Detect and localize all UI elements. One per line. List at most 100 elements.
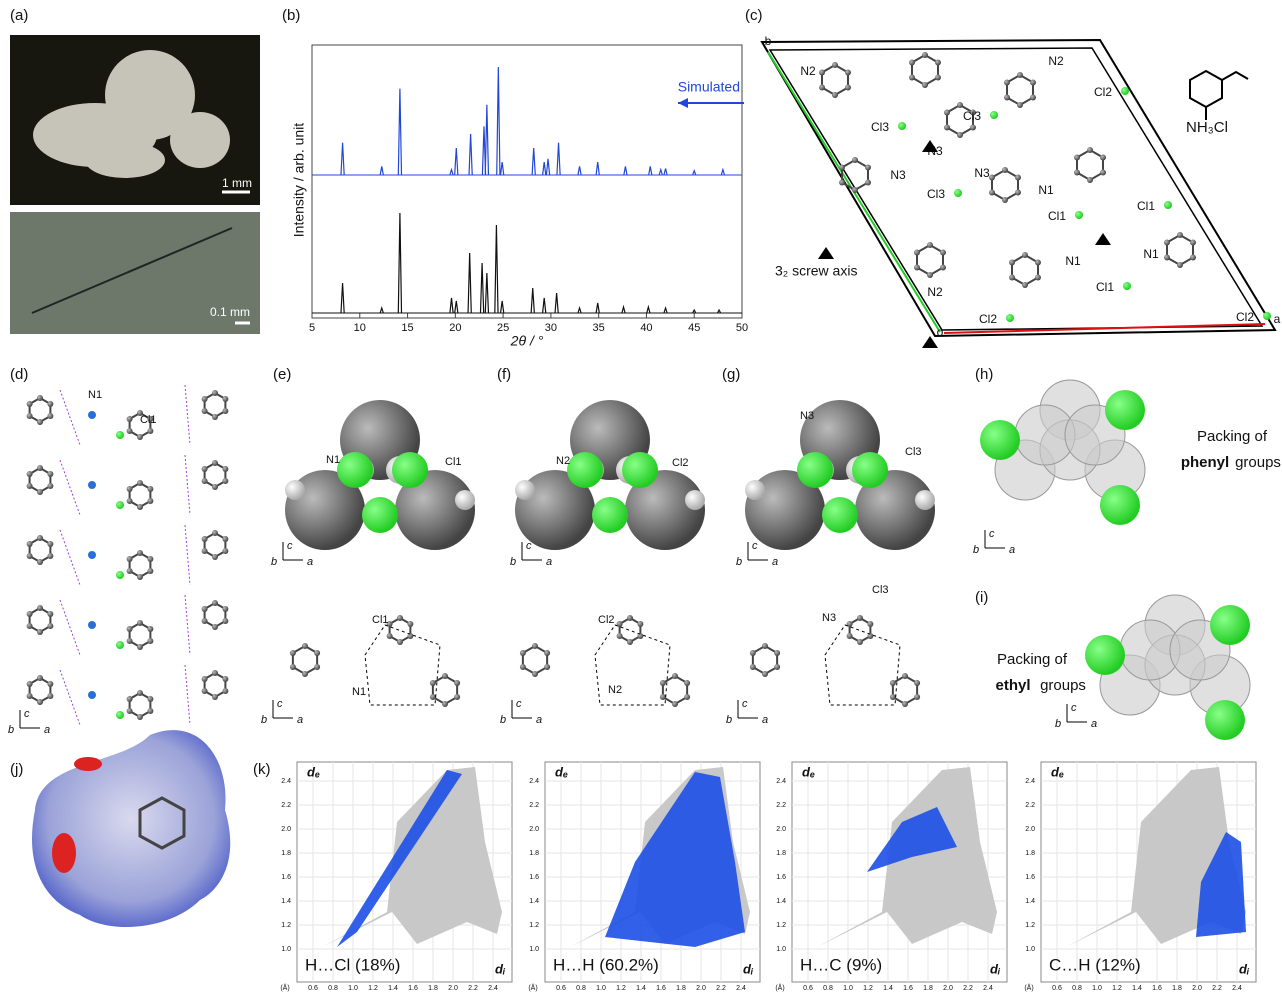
x-tick-label: 5 — [309, 322, 315, 334]
x-tick-label: 1.8 — [923, 985, 933, 992]
screw-axis-symbol — [922, 336, 938, 348]
atom-label: N2 — [1048, 54, 1064, 68]
peak — [467, 252, 472, 314]
annotation: groups — [1235, 454, 1281, 471]
atom — [26, 681, 33, 687]
atom — [1022, 282, 1028, 288]
crystal-fibers — [33, 50, 230, 178]
axis-label: a — [297, 714, 303, 726]
atom — [1034, 274, 1041, 281]
atom — [212, 460, 218, 466]
atom — [47, 693, 54, 699]
y-axis-label: dₑ — [555, 764, 568, 779]
axis-unit: (Å) — [775, 983, 784, 992]
benzene-ring — [291, 644, 319, 676]
atom — [429, 680, 436, 686]
x-tick-label: 2.4 — [1232, 985, 1242, 992]
space-filling-atom — [455, 490, 475, 510]
chloride — [1100, 485, 1140, 525]
fingerprint-highlight — [867, 807, 957, 872]
atom — [532, 643, 538, 649]
panel-label: (k) — [253, 761, 271, 778]
atom — [1099, 169, 1106, 176]
atom — [839, 164, 846, 171]
fingerprint-highlight — [1196, 832, 1246, 937]
benzene-ring — [28, 396, 52, 424]
space-filling-atom — [337, 452, 373, 488]
x-tick-label: 2.0 — [448, 985, 458, 992]
y-tick-label: 1.4 — [529, 898, 539, 905]
atom — [1004, 79, 1011, 86]
atom — [1002, 167, 1008, 173]
atom-label: Cl3 — [872, 584, 889, 596]
x-tick-label: 30 — [545, 322, 557, 334]
x-tick-label: 2.2 — [1212, 985, 1222, 992]
atom — [222, 478, 229, 484]
screw-axis-symbol — [818, 247, 834, 259]
x-tick-label: 1.2 — [1112, 985, 1122, 992]
nitrogen — [88, 411, 96, 419]
x-tick-label: 2.4 — [736, 985, 746, 992]
x-tick-label: 1.8 — [428, 985, 438, 992]
atom — [1099, 154, 1106, 161]
atom — [137, 574, 143, 580]
y-axis-label: dₑ — [307, 764, 320, 779]
atom-label: N1 — [326, 454, 340, 466]
x-tick-label: 1.4 — [1132, 985, 1142, 992]
atom — [1009, 259, 1016, 266]
atom — [314, 664, 321, 670]
peak — [542, 161, 547, 176]
atom — [889, 680, 896, 686]
atom — [1177, 232, 1183, 238]
fingerprint-highlight — [337, 770, 462, 947]
contact-spot — [52, 833, 76, 873]
legend-arrowhead — [678, 98, 688, 108]
atom — [222, 606, 229, 612]
atom — [846, 621, 853, 627]
atom-label: N1 — [88, 389, 102, 401]
unit-cell — [760, 38, 1277, 338]
atom — [1087, 177, 1093, 183]
axis-unit: (Å) — [528, 983, 537, 992]
peak — [449, 167, 454, 176]
atom-label: N1 — [1038, 183, 1054, 197]
panel-label: (d) — [10, 366, 28, 383]
axis-label: b — [500, 714, 506, 726]
atom — [819, 69, 826, 76]
atom-label: o — [937, 325, 944, 339]
x-tick-label: 2.4 — [983, 985, 993, 992]
x-tick-label: 2.0 — [696, 985, 706, 992]
atom — [222, 408, 229, 414]
atom — [1164, 254, 1171, 261]
axis-label: c — [277, 698, 283, 710]
atom — [944, 109, 951, 116]
x-axis-label: dᵢ — [1239, 961, 1250, 976]
annotation-bold: phenyl — [1181, 454, 1229, 471]
benzene-ring — [128, 481, 152, 509]
atom — [147, 486, 154, 492]
atom — [26, 623, 33, 629]
atom-label: Cl3 — [905, 446, 922, 458]
y-tick-label: 2.0 — [281, 826, 291, 833]
atom — [519, 650, 526, 656]
atom — [832, 92, 838, 98]
atom-label: N3 — [974, 166, 990, 180]
atom — [126, 708, 133, 714]
atom — [37, 699, 43, 705]
atom — [147, 638, 154, 644]
atom-label: N1 — [352, 686, 366, 698]
atom-label: Cl2 — [672, 457, 689, 469]
atom — [819, 84, 826, 91]
plot-title: C…H (12%) — [1049, 955, 1141, 974]
atom — [832, 62, 838, 68]
y-tick-label: 1.6 — [281, 874, 291, 881]
peak — [379, 166, 384, 176]
space-filling-atom — [915, 490, 935, 510]
atom — [126, 498, 133, 504]
atom — [902, 673, 908, 679]
atom — [1014, 189, 1021, 196]
atom — [1002, 197, 1008, 203]
x-tick-label: 1.4 — [388, 985, 398, 992]
y-axis-label: dₑ — [802, 764, 815, 779]
atom — [37, 489, 43, 495]
